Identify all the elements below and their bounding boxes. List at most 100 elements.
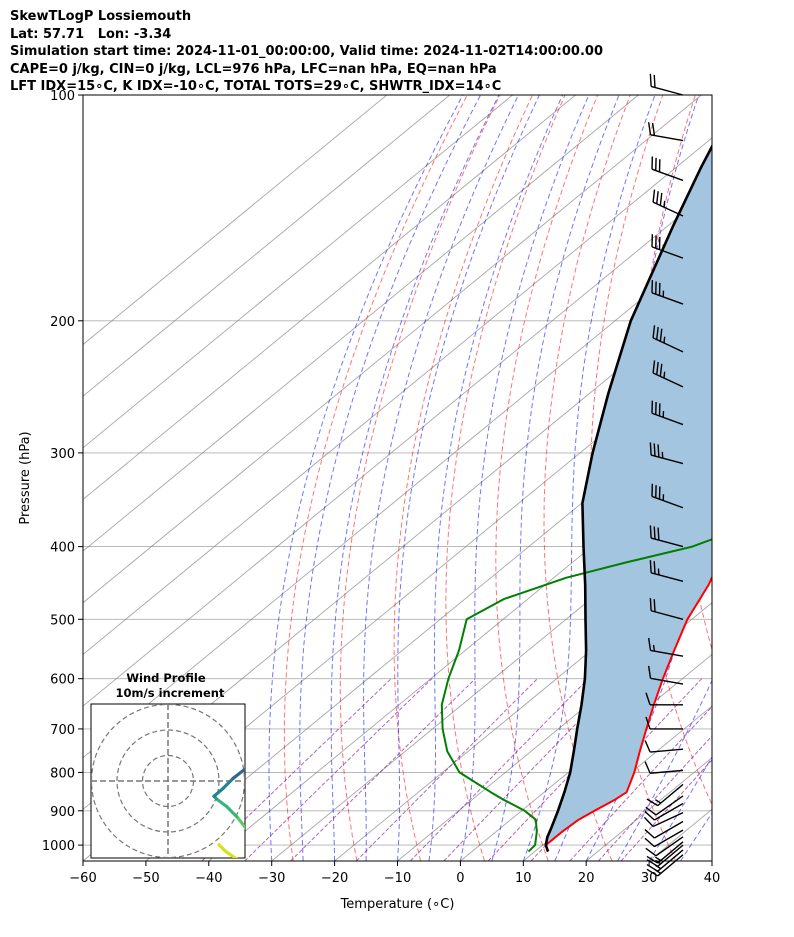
wind-barb: [649, 73, 684, 96]
wind-barb: [645, 795, 684, 816]
wind-barb-staff: [650, 677, 684, 685]
wind-barb-flag: [659, 363, 663, 377]
y-tick-label: 200: [50, 315, 75, 330]
wind-barb-staff: [657, 854, 684, 877]
x-tick-label: −30: [258, 871, 285, 886]
isotherm-line: [83, 95, 639, 552]
wind-profile-segment: [214, 797, 229, 809]
wind-barb: [647, 665, 684, 685]
wind-barb-flag: [647, 665, 652, 679]
mixing-ratio-line: [569, 705, 712, 861]
wind-barb: [651, 156, 684, 182]
parcel-line: [544, 143, 712, 853]
x-tick-label: 40: [704, 871, 721, 886]
wind-barb: [652, 325, 684, 353]
mixing-ratio-line: [620, 759, 712, 861]
wind-barb-staff: [657, 841, 684, 864]
wind-barb: [652, 189, 684, 217]
y-tick-label: 1000: [42, 839, 75, 854]
dry-adiabat-line: [445, 95, 566, 861]
wind-barb-staff: [650, 748, 684, 753]
wind-barb: [652, 360, 684, 388]
x-tick-label: −10: [384, 871, 411, 886]
wind-barb-flag: [653, 526, 656, 540]
mixing-ratio-line: [410, 678, 589, 861]
temperature-line: [544, 575, 712, 852]
moist-adiabat-line: [428, 95, 564, 861]
isotherm-line: [83, 95, 451, 397]
wind-barb-flag: [645, 692, 651, 705]
x-tick-label: −40: [195, 871, 222, 886]
y-axis-label: Pressure (hPa): [18, 431, 33, 524]
wind-barb-staff: [657, 844, 684, 867]
x-tick-label: 10: [515, 871, 532, 886]
mixing-ratio-line: [355, 678, 538, 861]
wind-barb-staff: [652, 337, 684, 353]
moist-adiabat-line: [711, 860, 712, 861]
moist-adiabat-line: [363, 95, 519, 861]
wind-barb: [651, 280, 684, 305]
wind-barb-staff: [651, 246, 684, 259]
wind-barb-staff: [650, 769, 684, 774]
wind-barb-flag: [653, 443, 656, 457]
y-tick-label: 800: [50, 766, 75, 781]
mixing-ratio-line: [201, 678, 392, 861]
wind-barb-staff: [654, 820, 684, 839]
isotherm-line: [271, 498, 712, 861]
wind-barb-flag: [653, 74, 656, 88]
wind-barb-flag: [659, 328, 663, 342]
isotherm-line: [711, 860, 712, 861]
moist-adiabat-line: [268, 95, 464, 861]
moist-adiabat-line: [491, 95, 620, 861]
x-tick-label: −60: [69, 871, 96, 886]
wind-barb: [647, 637, 684, 657]
wind-barb-staff: [650, 134, 684, 142]
moist-adiabat-line: [299, 95, 482, 861]
isotherm-line: [83, 95, 576, 501]
wind-barb: [644, 829, 684, 848]
x-tick-label: 0: [456, 871, 464, 886]
dewpoint-line: [440, 538, 712, 853]
y-tick-label: 600: [50, 673, 75, 688]
moist-adiabat-line: [397, 95, 540, 861]
y-tick-label: 300: [50, 447, 75, 462]
wind-barb: [643, 811, 684, 828]
wind-profile-segment: [260, 752, 265, 755]
wind-barb: [651, 400, 684, 426]
wind-barb-flag: [645, 806, 657, 816]
wind-profile-segment: [212, 787, 225, 798]
wind-barb-flag: [649, 525, 652, 539]
wind-barb-flag: [651, 122, 656, 136]
wind-barb-staff: [652, 201, 684, 217]
wind-barb-half: [663, 200, 666, 208]
wind-barb: [644, 740, 684, 753]
wind-barb-half: [655, 799, 662, 804]
wind-barb-staff: [651, 412, 684, 426]
isotherm-line: [83, 137, 712, 655]
mixing-ratio-line: [244, 678, 433, 861]
wind-barb-flag: [646, 798, 659, 807]
dry-adiabat-line: [495, 95, 599, 861]
wind-barb-staff: [654, 802, 684, 821]
wind-profile-segment: [235, 815, 245, 830]
wind-barb-flag: [652, 325, 656, 338]
wind-barb: [651, 483, 684, 509]
isotherm-line: [523, 705, 712, 861]
wind-barb-flag: [644, 837, 655, 848]
wind-barb-flag: [647, 122, 652, 135]
wind-barb-flag: [644, 740, 651, 753]
wind-barb: [649, 442, 684, 465]
wind-profile-plot: [91, 704, 265, 858]
location-line: Lat: 57.71 Lon: -3.34: [10, 26, 172, 42]
wind-profile-title: Wind Profile: [126, 671, 206, 685]
wind-barb-half: [663, 371, 666, 379]
wind-barb: [645, 836, 684, 857]
wind-barb-staff: [650, 610, 684, 620]
wind-barb-half: [652, 644, 656, 652]
x-tick-label: −50: [132, 871, 159, 886]
time-line: Simulation start time: 2024-11-01_00:00:…: [10, 44, 603, 59]
wind-barb-staff: [655, 836, 684, 857]
wind-barb-staff: [657, 849, 684, 872]
